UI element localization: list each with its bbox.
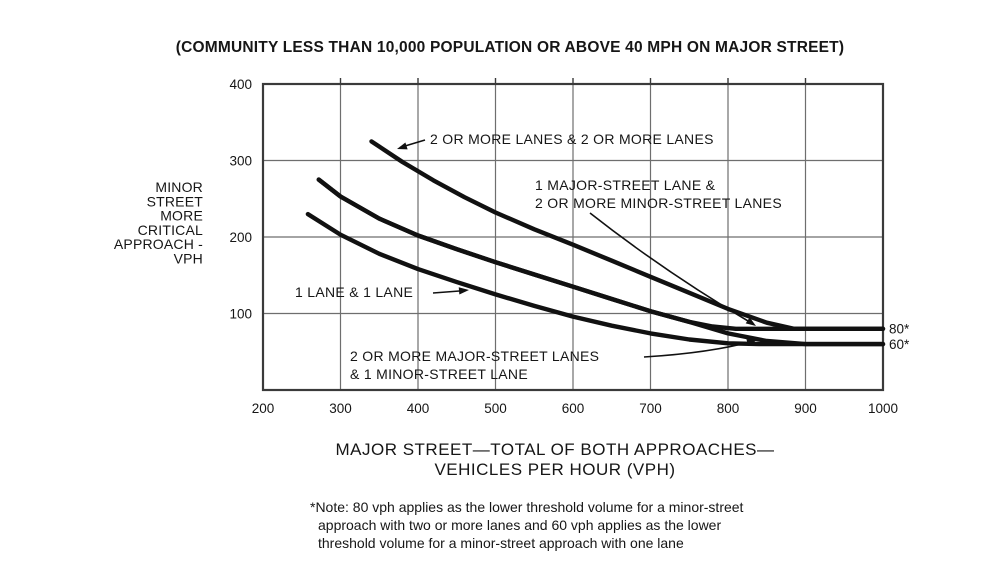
leader-2-or-more-major-street-lanes (643, 340, 755, 358)
y-axis-label-line: MINOR (155, 179, 203, 195)
footnote-line2: approach with two or more lanes and 60 v… (318, 517, 721, 533)
arrowhead-icon (458, 287, 469, 295)
top-axis-ticks (339, 78, 807, 84)
x-axis-title: MAJOR STREET—TOTAL OF BOTH APPROACHES— V… (335, 440, 774, 479)
y-axis-label-line: STREET (147, 193, 204, 209)
x-tick-700: 700 (639, 401, 662, 416)
y-axis-label-line: APPROACH - (114, 236, 203, 252)
curve-2-or-more-major-street-lanes-and-1-minor-street-lane (316, 177, 886, 347)
label-2-or-more-major-street-lanes-line2: & 1 MINOR-STREET LANE (350, 366, 528, 382)
curve-2-or-more-lanes-and-2-or-more-lanes (369, 139, 886, 331)
label-2-or-more-major-street-lanes-line1: 2 OR MORE MAJOR-STREET LANES (350, 348, 599, 364)
arrowhead-icon (746, 339, 757, 347)
y-tick-300: 300 (229, 154, 252, 169)
warrant-curves (305, 139, 886, 347)
curve-1-lane-and-1-lane (305, 211, 886, 347)
label-1-major-street-lane-line2: 2 OR MORE MINOR-STREET LANES (535, 195, 782, 211)
arrowhead-icon (745, 317, 756, 326)
x-tick-500: 500 (484, 401, 507, 416)
x-tick-400: 400 (407, 401, 430, 416)
x-axis-title-line1: MAJOR STREET—TOTAL OF BOTH APPROACHES— (335, 440, 774, 459)
y-tick-200: 200 (229, 230, 252, 245)
y-tick-400: 400 (229, 77, 252, 92)
x-tick-600: 600 (562, 401, 585, 416)
y-axis-label-line: VPH (174, 251, 203, 267)
x-tick-900: 900 (794, 401, 817, 416)
x-tick-300: 300 (329, 401, 352, 416)
label-2-or-more-lanes: 2 OR MORE LANES & 2 OR MORE LANES (430, 131, 714, 147)
x-axis-ticks: 200 300 400 500 600 700 800 900 1000 (252, 401, 898, 416)
label-leaders (397, 139, 757, 358)
label-1-lane-1-lane: 1 LANE & 1 LANE (295, 284, 413, 300)
x-tick-1000: 1000 (868, 401, 898, 416)
y-axis-ticks: 400 300 200 100 (229, 77, 252, 322)
curve-labels: 2 OR MORE LANES & 2 OR MORE LANES 1 MAJO… (295, 131, 782, 382)
y-axis-label: MINOR STREET MORE CRITICAL APPROACH - VP… (114, 179, 203, 267)
footnote-line3: threshold volume for a minor-street appr… (318, 535, 684, 551)
footnote-line1: *Note: 80 vph applies as the lower thres… (310, 499, 744, 515)
x-tick-800: 800 (717, 401, 740, 416)
chart-title: (COMMUNITY LESS THAN 10,000 POPULATION O… (176, 39, 844, 56)
footnote: *Note: 80 vph applies as the lower thres… (310, 499, 744, 551)
y-tick-100: 100 (229, 307, 252, 322)
x-tick-200: 200 (252, 401, 275, 416)
x-axis-title-line2: VEHICLES PER HOUR (VPH) (434, 460, 675, 479)
threshold-80-label: 80* (889, 322, 910, 337)
y-axis-label-line: MORE (160, 208, 203, 224)
arrowhead-icon (397, 142, 408, 150)
leader-1-major-street-lane (589, 212, 754, 325)
y-axis-label-line: CRITICAL (138, 222, 203, 238)
label-1-major-street-lane-line1: 1 MAJOR-STREET LANE & (535, 177, 716, 193)
threshold-60-label: 60* (889, 337, 910, 352)
